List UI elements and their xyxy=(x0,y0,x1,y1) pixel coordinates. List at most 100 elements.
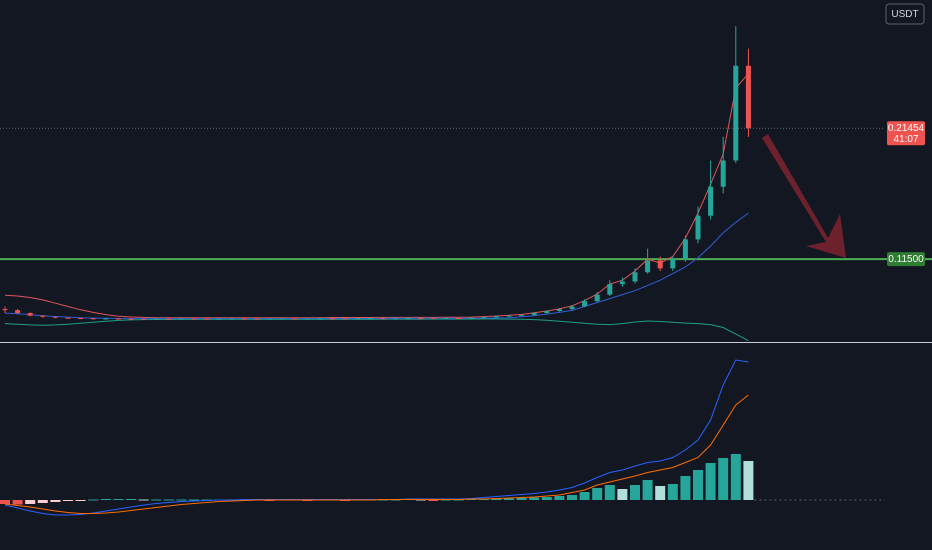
histogram-bar xyxy=(579,492,590,500)
candle-body xyxy=(380,318,386,320)
candle-body xyxy=(304,318,310,320)
candle-body xyxy=(166,318,172,320)
candle-body xyxy=(2,309,8,311)
histogram-bar xyxy=(37,500,48,503)
candle-body xyxy=(720,160,726,187)
candle-body xyxy=(52,316,58,318)
candle-body xyxy=(632,272,638,282)
histogram-bar xyxy=(113,499,124,500)
histogram-bar xyxy=(151,499,162,501)
candle-body xyxy=(582,301,588,307)
histogram-bar xyxy=(516,498,527,500)
overlay-line xyxy=(4,73,749,319)
currency-label: USDT xyxy=(891,9,918,20)
histogram-bar xyxy=(12,500,23,505)
histogram-bar xyxy=(592,488,603,500)
candle-body xyxy=(178,318,184,320)
histogram-bar xyxy=(730,454,741,500)
histogram-bar xyxy=(655,486,666,500)
histogram-bar xyxy=(50,500,61,502)
candle-body xyxy=(292,318,298,320)
candle-body xyxy=(355,318,361,320)
histogram-bar xyxy=(642,480,653,500)
last-price-box xyxy=(887,121,925,146)
histogram-bar xyxy=(743,461,754,500)
candle-body xyxy=(645,260,651,273)
candle-body xyxy=(115,318,121,320)
histogram-bar xyxy=(189,499,199,501)
candle-body xyxy=(619,281,625,285)
candle-body xyxy=(254,318,260,320)
candle-body xyxy=(317,318,323,320)
candle-body xyxy=(468,317,474,319)
histogram-bar xyxy=(428,500,439,501)
candle-body xyxy=(40,315,46,317)
histogram-bar xyxy=(718,458,729,500)
candle-body xyxy=(367,318,373,320)
histogram-bar xyxy=(567,495,577,500)
histogram-bar xyxy=(176,499,187,501)
histogram-bar xyxy=(705,463,716,500)
candle-body xyxy=(493,316,499,318)
candle-body xyxy=(241,318,247,320)
countdown-label: 41:07 xyxy=(893,134,918,145)
candle-body xyxy=(153,318,159,320)
candle-body xyxy=(90,318,96,320)
candle-body xyxy=(78,318,84,320)
histogram-bar xyxy=(25,500,36,504)
histogram-bar xyxy=(554,496,565,500)
candle-body xyxy=(733,65,739,161)
candle-body xyxy=(556,309,562,312)
candle-body xyxy=(405,318,411,320)
candle-body xyxy=(430,318,436,320)
candle-body xyxy=(128,318,134,320)
candle-body xyxy=(330,318,336,320)
candle-body xyxy=(506,315,512,317)
candle-body xyxy=(607,284,613,295)
candle-body xyxy=(15,310,21,314)
histogram-bar xyxy=(667,484,678,500)
candle-body xyxy=(204,318,210,320)
candle-body xyxy=(443,318,449,320)
candle-body xyxy=(544,311,550,314)
histogram-bar xyxy=(630,485,640,500)
candle-body xyxy=(670,259,676,269)
histogram-bar xyxy=(491,498,502,500)
candle-body xyxy=(279,318,285,320)
candle-body xyxy=(657,260,663,269)
histogram-bar xyxy=(75,500,86,501)
candle-body xyxy=(27,313,33,316)
candle-body xyxy=(531,313,537,316)
last-price-label: 0.21454 xyxy=(888,123,925,134)
level-box xyxy=(887,252,925,267)
candle-body xyxy=(745,65,751,129)
candle-body xyxy=(695,215,701,240)
candle-body xyxy=(229,318,235,320)
histogram-bar xyxy=(617,489,628,500)
candle-body xyxy=(393,318,399,320)
overlay-line xyxy=(4,212,749,320)
histogram-bar xyxy=(88,499,99,501)
histogram-bar xyxy=(100,499,111,500)
histogram-bar xyxy=(138,499,149,501)
candle-body xyxy=(594,294,600,302)
macd-line xyxy=(4,394,749,514)
candle-body xyxy=(267,318,273,320)
candle-body xyxy=(481,317,487,319)
candle-body xyxy=(141,318,147,320)
candle-body xyxy=(65,317,71,319)
arrow-annotation xyxy=(762,134,846,258)
histogram-bar xyxy=(504,498,514,500)
histogram-bar xyxy=(693,470,703,500)
histogram-bar xyxy=(0,500,10,504)
candle-body xyxy=(456,318,462,320)
currency-box[interactable] xyxy=(885,3,925,25)
histogram-bar xyxy=(529,497,540,500)
candle-body xyxy=(519,315,525,317)
histogram-bar xyxy=(126,499,136,500)
overlay-line xyxy=(4,318,749,342)
